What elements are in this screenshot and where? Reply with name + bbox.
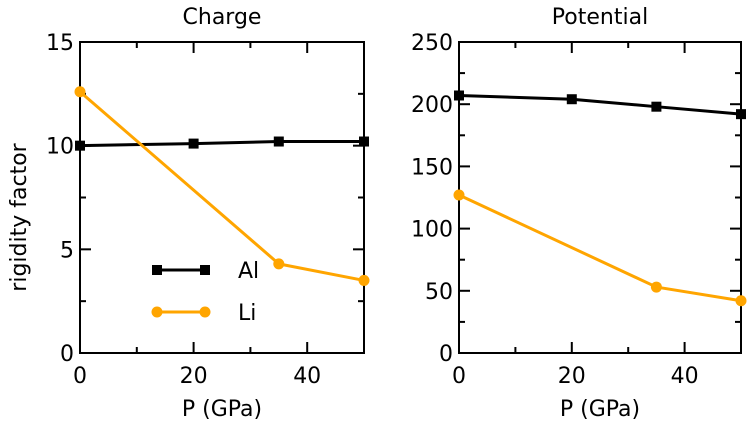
data-point-li	[273, 258, 285, 270]
data-point-al	[273, 136, 284, 147]
y-tick-label: 0	[439, 342, 453, 367]
y-tick-label: 200	[411, 93, 453, 118]
legend-marker-li	[199, 306, 211, 318]
legend: Al Li	[151, 259, 259, 326]
y-axis-title: rigidity factor	[7, 142, 32, 291]
legend-marker-al	[152, 265, 162, 275]
x-tick-label: 20	[558, 364, 586, 389]
potential-panel: 0 20 40 0 50 100 150 200 250 Potential P (GPa)	[411, 5, 747, 422]
data-point-al	[75, 140, 85, 151]
x-tick-label: 0	[73, 364, 87, 389]
data-point-li	[74, 86, 86, 98]
x-tick-label: 40	[671, 364, 699, 389]
plot-frame	[79, 41, 365, 354]
y-tick-label: 0	[60, 342, 74, 367]
y-tick-label: 10	[46, 135, 74, 160]
charge-panel: 0 20 40 0 5 10 15 Charge P (GPa) rigidity factor A…	[7, 5, 370, 422]
y-tick-label: 50	[425, 280, 453, 305]
plot-title: Charge	[183, 5, 262, 30]
y-tick-label: 5	[60, 238, 74, 263]
plot-frame	[458, 41, 742, 354]
data-point-li	[650, 281, 662, 293]
data-point-li	[735, 295, 747, 307]
x-tick-label: 20	[180, 364, 208, 389]
data-point-li	[358, 274, 370, 286]
plot-title: Potential	[552, 5, 648, 30]
x-tick-label: 40	[293, 364, 321, 389]
y-tick-label: 150	[411, 155, 453, 180]
legend-marker-al	[200, 265, 210, 275]
y-tick-label: 250	[411, 31, 453, 56]
x-tick-label: 0	[452, 364, 466, 389]
data-point-al	[736, 109, 746, 120]
legend-marker-li	[151, 306, 163, 318]
series-line-li	[458, 193, 742, 303]
legend-label-li: Li	[238, 301, 256, 326]
data-point-al	[566, 94, 577, 105]
data-point-al	[188, 138, 199, 149]
data-point-al	[359, 136, 369, 147]
series-line-li	[79, 90, 365, 282]
y-tick-label: 15	[46, 31, 74, 56]
y-tick-label: 100	[411, 218, 453, 243]
series-line-al	[458, 93, 742, 116]
data-point-li	[453, 189, 465, 201]
x-axis-title: P (GPa)	[560, 397, 640, 422]
legend-label-al: Al	[238, 259, 259, 284]
x-axis-title: P (GPa)	[182, 397, 262, 422]
series-line-al	[79, 140, 364, 148]
data-point-al	[651, 101, 662, 112]
data-point-al	[454, 90, 464, 101]
